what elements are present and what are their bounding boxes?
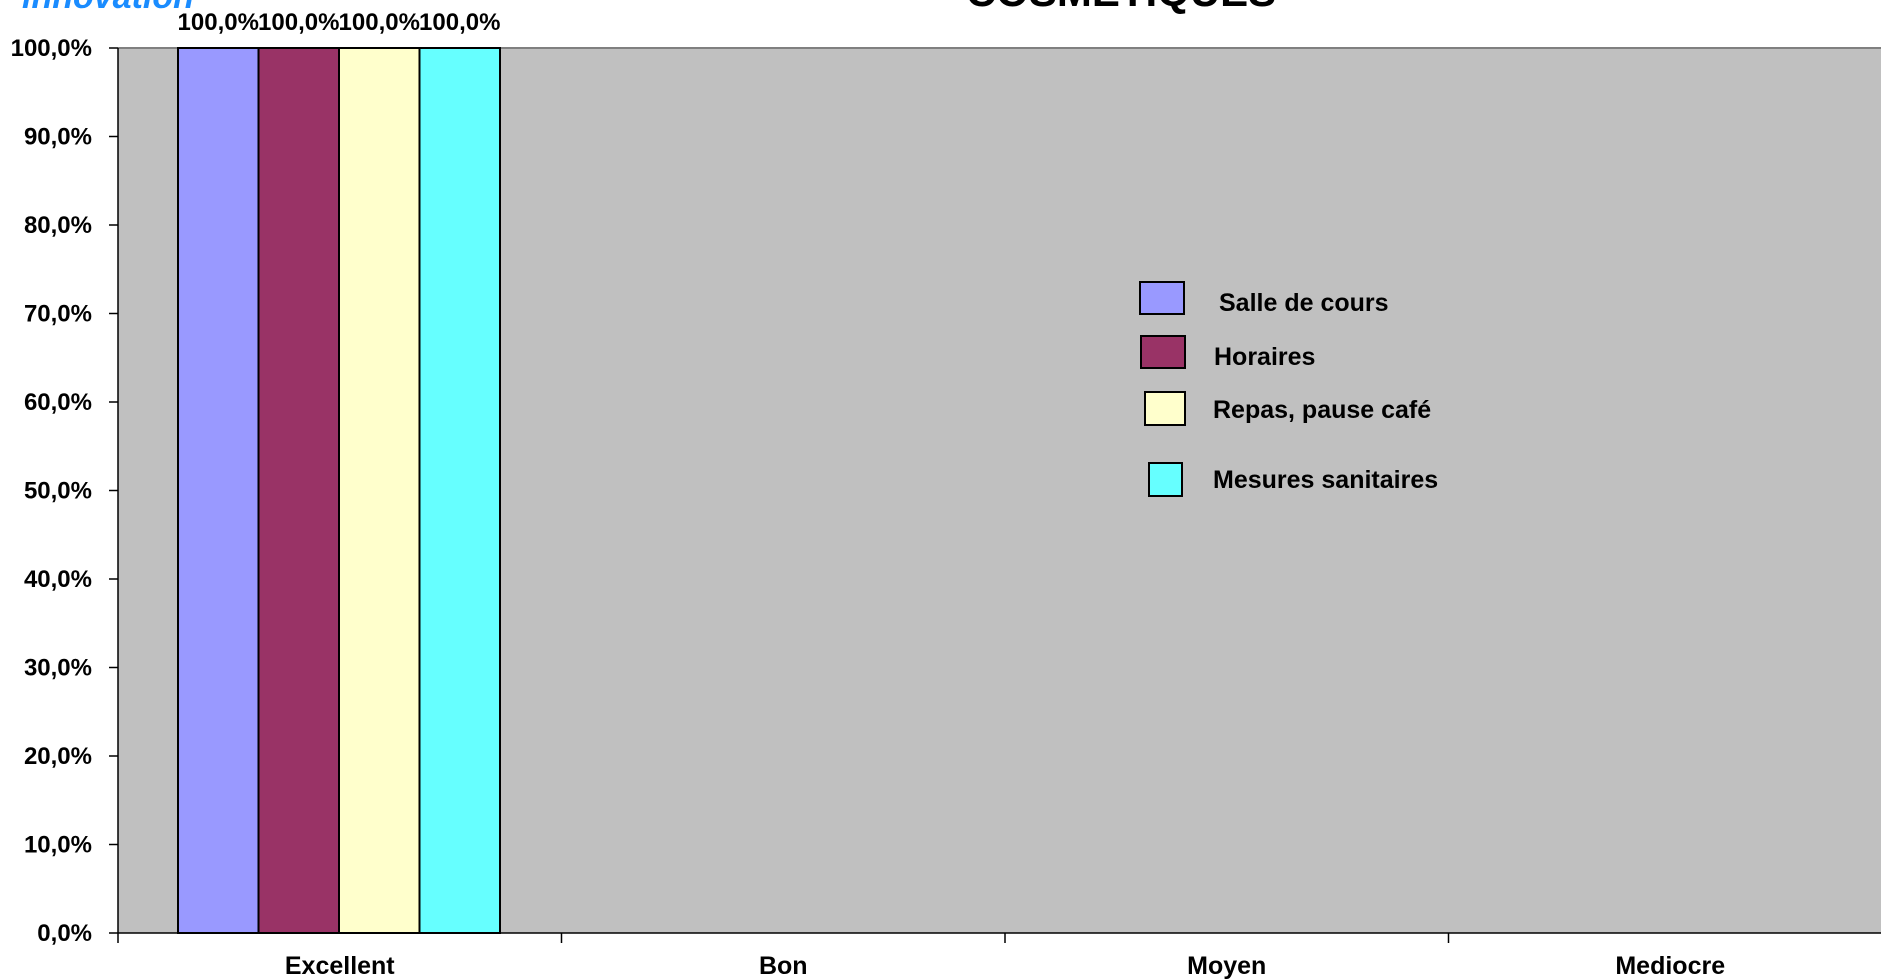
y-axis-ticks: 0,0% 10,0% 20,0% 30,0% 40,0% 50,0% 60,0% 70,0% 8… xyxy=(11,35,118,947)
y-tick-label: 0,0% xyxy=(37,920,92,947)
y-tick-label: 80,0% xyxy=(24,212,92,239)
data-label: 100,0% xyxy=(178,9,259,36)
legend-label-salle-de-cours: Salle de cours xyxy=(1219,289,1389,317)
legend-swatch-horaires xyxy=(1140,335,1186,369)
x-category-label: Bon xyxy=(759,952,808,979)
data-label: 100,0% xyxy=(419,9,500,36)
y-tick-label: 30,0% xyxy=(24,655,92,682)
data-label: 100,0% xyxy=(258,9,339,36)
data-label: 100,0% xyxy=(339,9,420,36)
brand-text: innovation xyxy=(22,0,194,16)
bars xyxy=(177,47,501,934)
legend-swatch-repas-pause-cafe xyxy=(1144,391,1186,426)
x-category-label: Moyen xyxy=(1187,952,1266,979)
legend: Salle de cours Horaires Repas, pause caf… xyxy=(1139,281,1438,497)
y-tick-label: 100,0% xyxy=(11,35,92,62)
legend-swatch-salle-de-cours xyxy=(1139,281,1185,315)
legend-swatch-mesures-sanitaires xyxy=(1148,462,1183,497)
y-tick-label: 10,0% xyxy=(24,832,92,859)
y-tick-label: 60,0% xyxy=(24,389,92,416)
data-labels: 100,0% 100,0% 100,0% 100,0% xyxy=(178,9,501,36)
y-tick-label: 40,0% xyxy=(24,566,92,593)
y-tick-label: 90,0% xyxy=(24,124,92,151)
y-tick-label: 20,0% xyxy=(24,743,92,770)
y-tick-label: 50,0% xyxy=(24,478,92,505)
y-tick-label: 70,0% xyxy=(24,301,92,328)
bar-repas-pause-caf--excellent xyxy=(338,47,421,934)
bar-salle-de-cours-excellent xyxy=(177,47,260,934)
legend-label-repas-pause-cafe: Repas, pause café xyxy=(1213,396,1431,424)
legend-label-mesures-sanitaires: Mesures sanitaires xyxy=(1213,466,1438,494)
bar-mesures-sanitaires-excellent xyxy=(418,47,501,934)
x-axis-ticks: Excellent Bon Moyen Mediocre xyxy=(117,933,1725,979)
bar-horaires-excellent xyxy=(257,47,340,934)
legend-label-horaires: Horaires xyxy=(1214,343,1315,371)
x-category-label: Excellent xyxy=(285,952,395,979)
chart-title: COSMETIQUES xyxy=(966,0,1276,15)
x-category-label: Mediocre xyxy=(1615,952,1725,979)
